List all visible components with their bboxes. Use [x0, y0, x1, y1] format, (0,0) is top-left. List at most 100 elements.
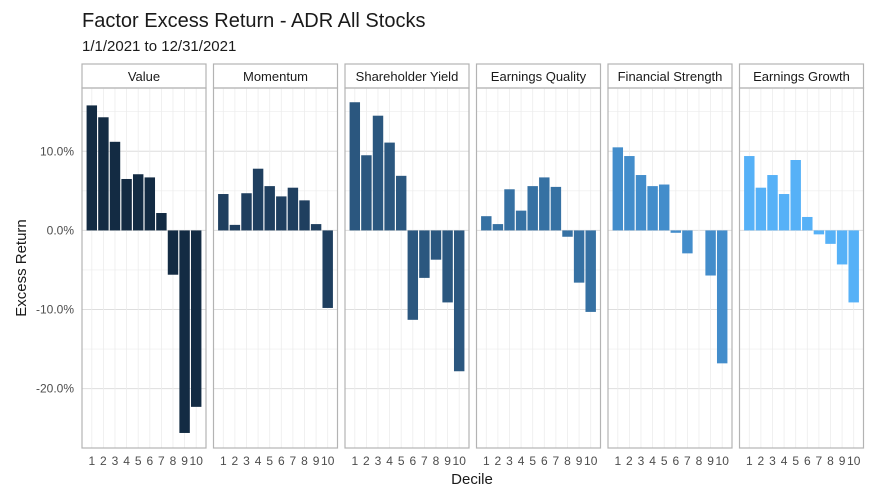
bar: [190, 230, 202, 407]
bar: [453, 230, 465, 372]
panel-strip-label: Momentum: [243, 69, 308, 84]
bar: [481, 216, 492, 231]
x-tick-label: 7: [553, 454, 560, 468]
panel-strip: [81, 63, 207, 89]
bar: [349, 102, 361, 231]
panel-strip-label: Shareholder Yield: [356, 69, 459, 84]
x-tick-label: 6: [278, 454, 285, 468]
bar: [384, 142, 395, 231]
bar: [167, 230, 179, 275]
bar: [156, 213, 167, 231]
x-tick-label: 8: [696, 454, 703, 468]
bar: [179, 230, 190, 433]
panel: Earnings Quality 1 2 3 4 5 6 7 8 9 10: [475, 63, 602, 468]
bar: [492, 224, 504, 231]
bar: [299, 200, 310, 231]
x-tick-label: 4: [386, 454, 393, 468]
bar: [825, 230, 836, 244]
x-tick-label: 9: [444, 454, 451, 468]
bar: [419, 230, 430, 278]
x-tick-label: 1: [614, 454, 621, 468]
x-tick-label: 2: [363, 454, 370, 468]
panel: Shareholder Yield 1 2 3 4 5 6 7 8 9 10: [344, 63, 470, 468]
y-axis-title: Excess Return: [13, 219, 30, 317]
x-tick-label: 10: [190, 454, 204, 468]
x-tick-label: 5: [661, 454, 668, 468]
bar: [848, 230, 859, 303]
panel-border: [81, 87, 207, 449]
x-tick-label: 5: [266, 454, 273, 468]
x-tick-label: 6: [672, 454, 679, 468]
x-tick-label: 9: [181, 454, 188, 468]
bar: [813, 230, 825, 235]
bar: [372, 115, 384, 231]
x-axis-title: Decile: [451, 471, 493, 488]
x-tick-label: 1: [88, 454, 95, 468]
x-tick-label: 7: [816, 454, 823, 468]
y-tick-label: -10.0%: [36, 303, 74, 317]
bar: [705, 230, 716, 276]
bar: [635, 175, 647, 231]
x-tick-label: 5: [529, 454, 536, 468]
x-tick-label: 1: [746, 454, 753, 468]
x-tick-label: 7: [421, 454, 428, 468]
x-tick-label: 6: [146, 454, 153, 468]
x-tick-label: 4: [649, 454, 656, 468]
x-tick-label: 4: [781, 454, 788, 468]
bar: [430, 230, 442, 260]
bar: [395, 175, 407, 231]
x-tick-label: 3: [506, 454, 513, 468]
x-tick-label: 9: [839, 454, 846, 468]
x-tick-label: 4: [518, 454, 525, 468]
x-tick-label: 10: [716, 454, 730, 468]
x-tick-label: 2: [100, 454, 107, 468]
bar: [287, 187, 299, 231]
bar: [322, 230, 333, 308]
x-tick-label: 4: [123, 454, 130, 468]
x-tick-label: 6: [409, 454, 416, 468]
y-tick-label: 10.0%: [40, 144, 74, 158]
bar: [504, 189, 515, 231]
chart-title: Factor Excess Return - ADR All Stocks: [82, 10, 425, 32]
panel-strip-label: Financial Strength: [618, 69, 723, 84]
bar: [109, 141, 121, 231]
bar: [407, 230, 419, 320]
bar: [264, 186, 275, 231]
bar: [515, 210, 527, 231]
x-tick-label: 8: [827, 454, 834, 468]
x-tick-label: 6: [541, 454, 548, 468]
bar: [132, 174, 144, 231]
y-tick-label: 0.0%: [47, 223, 75, 237]
bar: [755, 187, 767, 231]
x-tick-label: 4: [255, 454, 262, 468]
bar: [276, 196, 287, 231]
panel-border: [212, 87, 339, 449]
bar: [802, 216, 813, 231]
x-tick-label: 8: [564, 454, 571, 468]
bar: [573, 230, 585, 283]
panel-strip: [344, 63, 470, 89]
bar: [585, 230, 596, 312]
panel-strip-label: Earnings Quality: [491, 69, 587, 84]
chart-subtitle: 1/1/2021 to 12/31/2021: [82, 38, 236, 55]
y-axis-ticks: -20.0% -10.0% 0.0% 10.0%: [36, 144, 74, 395]
x-tick-label: 1: [483, 454, 490, 468]
x-tick-label: 1: [220, 454, 227, 468]
x-tick-label: 9: [707, 454, 714, 468]
bar: [744, 156, 755, 231]
bar: [527, 186, 538, 231]
bar: [562, 230, 573, 237]
x-tick-label: 10: [321, 454, 335, 468]
bar: [716, 230, 728, 364]
x-tick-label: 8: [433, 454, 440, 468]
panel-strip: [212, 63, 339, 89]
x-tick-label: 7: [158, 454, 165, 468]
x-tick-label: 5: [792, 454, 799, 468]
y-tick-label: -20.0%: [36, 382, 74, 396]
x-tick-label: 3: [375, 454, 382, 468]
bar: [241, 193, 252, 231]
bar: [624, 156, 635, 231]
panel-strip-label: Earnings Growth: [753, 69, 850, 84]
panel-border: [475, 87, 602, 449]
